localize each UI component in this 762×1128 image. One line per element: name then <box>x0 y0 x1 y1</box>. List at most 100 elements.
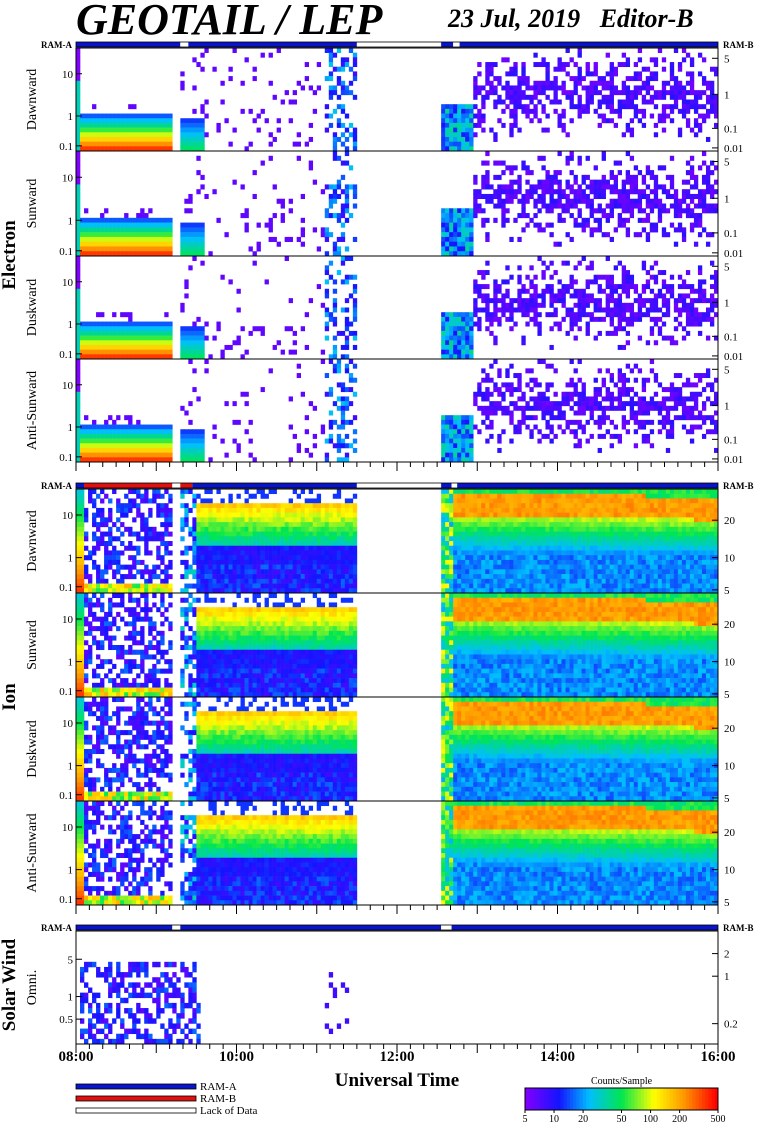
spectrogram-cell <box>104 424 109 430</box>
spectrogram-cell <box>609 312 614 318</box>
spectrogram-cell <box>553 108 558 114</box>
spectrogram-cell <box>553 298 558 304</box>
spectrogram-cell <box>340 256 346 261</box>
spectrogram-cell <box>104 433 109 439</box>
spectrogram-cell <box>609 174 614 180</box>
spectrogram-cell <box>485 405 490 411</box>
spectrogram-cell <box>637 217 643 223</box>
spectrogram-cell <box>545 179 550 185</box>
spectrogram-cell <box>88 127 93 133</box>
spectrogram-cell <box>653 373 659 379</box>
spectrogram-cell <box>673 340 679 346</box>
spectrogram-cell <box>280 588 285 594</box>
spectrogram-cell <box>328 555 334 561</box>
spectrogram-cell <box>549 179 554 185</box>
spectrogram-cell <box>625 94 631 100</box>
spectrogram-cell <box>541 274 546 280</box>
spectrogram-cell <box>96 457 101 463</box>
spectrogram-cell <box>709 85 715 91</box>
spectrogram-cell <box>248 555 253 561</box>
spectrogram-cell <box>561 208 566 214</box>
spectrogram-cell <box>224 344 229 350</box>
spectrogram-cell <box>441 118 446 124</box>
spectrogram-cell <box>204 564 209 570</box>
spectrogram-cell <box>132 141 137 147</box>
spectrogram-cell <box>557 193 562 200</box>
spectrogram-cell <box>685 415 691 421</box>
spectrogram-cell <box>108 507 113 513</box>
spectrogram-cell <box>328 193 334 200</box>
spectrogram-cell <box>689 208 695 214</box>
spectrogram-cell <box>549 208 554 214</box>
spectrogram-cell <box>128 555 133 561</box>
spectrogram-cell <box>509 382 514 388</box>
spectrogram-cell <box>677 66 683 72</box>
spectrogram-cell <box>637 410 643 416</box>
spectrogram-cell <box>597 217 602 223</box>
spectrogram-cell <box>292 555 297 561</box>
spectrogram-cell <box>180 71 185 77</box>
spectrogram-cell <box>236 526 241 532</box>
spectrogram-cell <box>288 512 293 518</box>
spectrogram-cell <box>220 526 225 532</box>
spectrogram-cell <box>156 330 161 336</box>
spectrogram-cell <box>92 136 97 142</box>
spectrogram-cell <box>453 340 458 346</box>
spectrogram-cell <box>152 498 157 504</box>
spectrogram-cell <box>557 62 562 68</box>
spectrogram-cell <box>244 213 249 219</box>
spectrogram-cell <box>144 522 149 528</box>
spectrogram-cell <box>196 349 201 355</box>
spectrogram-cell <box>80 550 85 556</box>
spectrogram-cell <box>76 227 81 233</box>
spectrogram-cell <box>489 184 494 190</box>
spectrogram-cell <box>124 493 129 499</box>
spectrogram-cell <box>324 288 330 294</box>
spectrogram-cell <box>569 198 574 204</box>
spectrogram-cell <box>529 170 534 176</box>
spectrogram-cell <box>200 122 205 128</box>
spectrogram-cell <box>104 141 109 147</box>
spectrogram-cell <box>156 217 161 223</box>
spectrogram-cell <box>76 498 81 504</box>
spectrogram-cell <box>645 76 651 82</box>
spectrogram-cell <box>685 193 691 200</box>
spectrogram-cell <box>697 293 703 299</box>
spectrogram-cell <box>457 424 462 430</box>
spectrogram-cell <box>713 208 719 214</box>
spectrogram-cell <box>276 340 281 346</box>
spectrogram-cell <box>529 302 534 308</box>
spectrogram-cell <box>441 330 446 336</box>
spectrogram-cell <box>537 330 542 336</box>
spectrogram-cell <box>617 373 622 379</box>
spectrogram-cell <box>336 507 342 513</box>
spectrogram-cell <box>581 396 586 402</box>
spectrogram-cell <box>76 160 81 166</box>
spectrogram-cell <box>525 213 530 219</box>
spectrogram-cell <box>76 141 81 147</box>
spectrogram-cell <box>96 452 101 458</box>
spectrogram-cell <box>276 574 281 580</box>
spectrogram-cell <box>485 415 490 421</box>
spectrogram-cell <box>164 507 169 513</box>
spectrogram-cell <box>557 241 562 247</box>
spectrogram-cell <box>244 583 249 589</box>
spectrogram-cell <box>128 489 133 495</box>
spectrogram-cell <box>252 569 257 575</box>
spectrogram-cell <box>164 127 169 133</box>
spectrogram-cell <box>288 574 293 580</box>
spectrogram-cell <box>148 321 153 327</box>
spectrogram-cell <box>148 208 153 214</box>
right-tick-label: 0.1 <box>724 434 738 446</box>
spectrogram-cell <box>192 443 197 449</box>
spectrogram-cell <box>136 232 141 238</box>
spectrogram-cell <box>244 559 249 565</box>
spectrogram-cell <box>669 405 675 411</box>
spectrogram-cell <box>180 146 185 152</box>
spectrogram-cell <box>168 132 173 138</box>
spectrogram-cell <box>693 90 699 96</box>
spectrogram-cell <box>168 457 173 463</box>
spectrogram-cell <box>573 85 578 91</box>
figure-date: 23 Jul, 2019 Editor-B <box>448 4 694 34</box>
spectrogram-cell <box>332 335 338 341</box>
